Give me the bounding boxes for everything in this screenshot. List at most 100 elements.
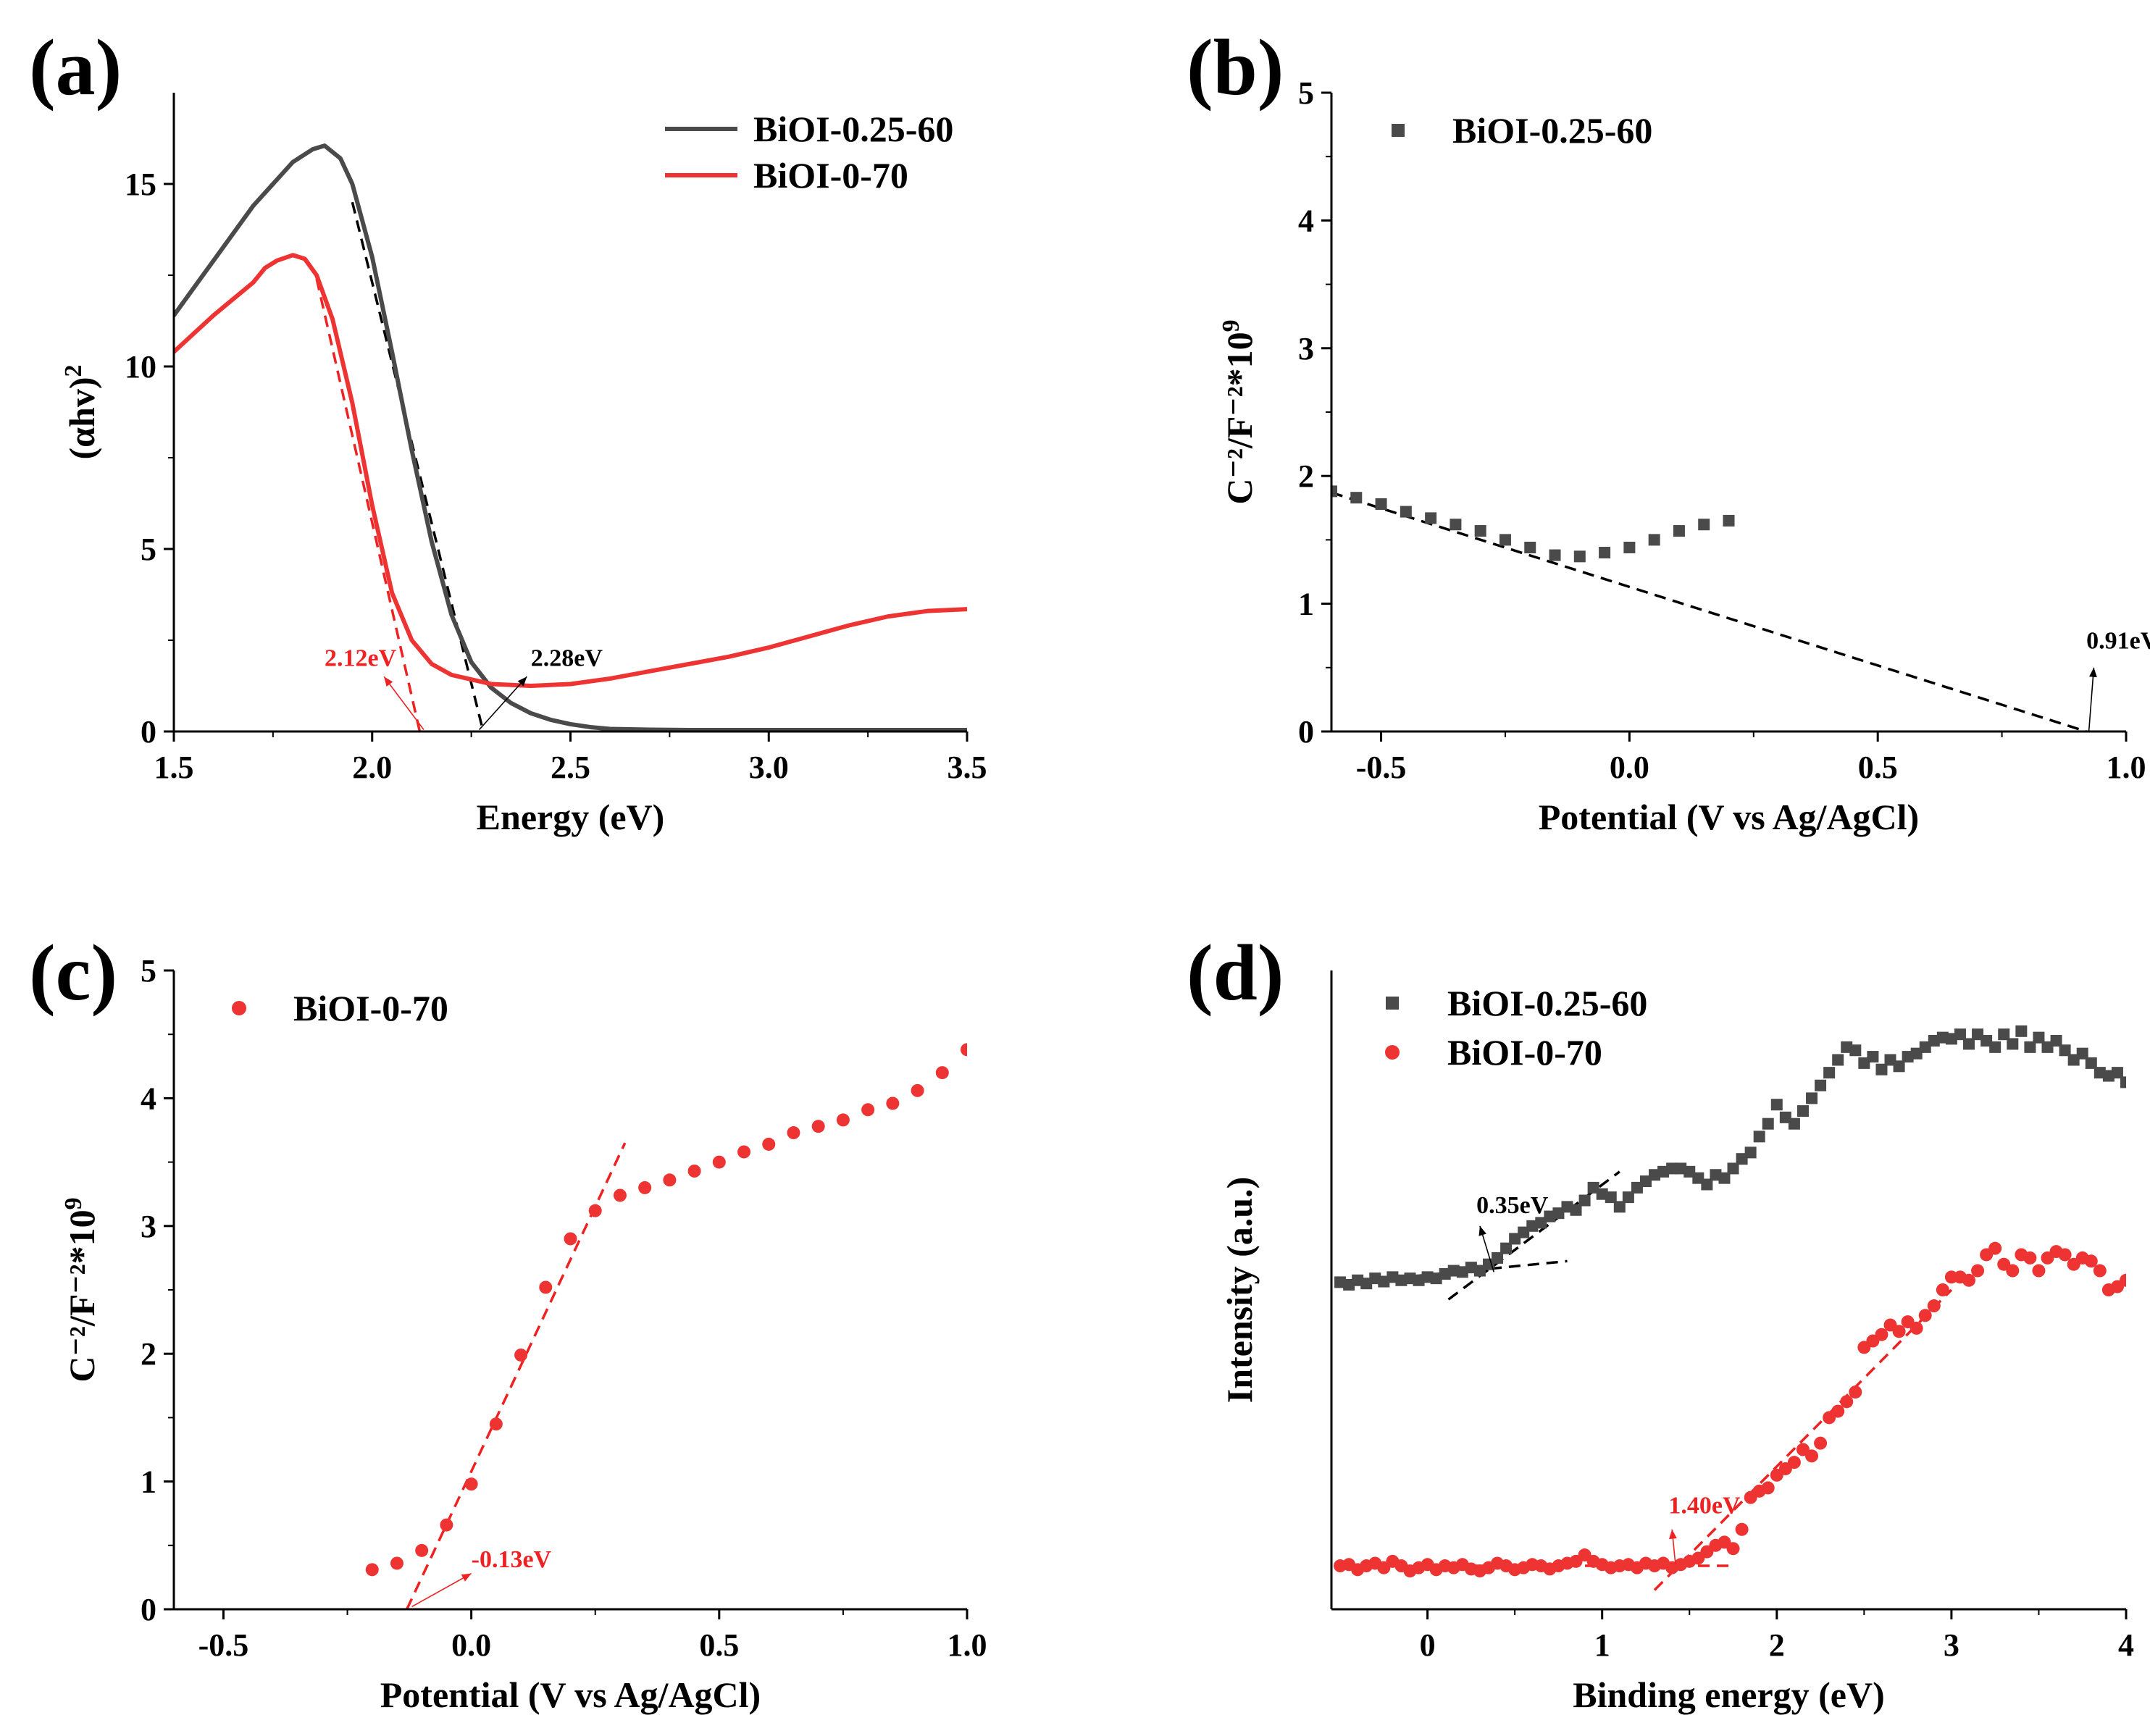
data-point [1963, 1038, 1975, 1050]
data-point [1918, 1309, 1932, 1322]
data-point [489, 1417, 503, 1431]
data-point [588, 1204, 602, 1217]
data-point [564, 1232, 577, 1246]
data-point [1815, 1079, 1827, 1091]
data-point [440, 1518, 453, 1532]
data-point [1474, 525, 1486, 537]
data-point [1331, 485, 1337, 498]
y-axis-title: C⁻²/F⁻²*109 [1218, 319, 1260, 504]
data-point [1806, 1092, 1818, 1104]
annotation-arrowhead [2088, 667, 2097, 678]
data-point [2032, 1264, 2046, 1278]
legend-swatch [1385, 1045, 1400, 1060]
data-point [1710, 1169, 1722, 1181]
data-point [1692, 1172, 1704, 1184]
y-tick-label: 10 [125, 349, 156, 385]
data-point [1622, 1191, 1634, 1204]
annotation-0: -0.13eV [411, 1546, 552, 1608]
data-point [1360, 1278, 1373, 1290]
data-point [1832, 1054, 1844, 1066]
data-point [1352, 1274, 1364, 1286]
data-point [1762, 1118, 1774, 1130]
data-point [1945, 1033, 1957, 1045]
data-point [1683, 1165, 1696, 1178]
data-point [911, 1083, 924, 1097]
data-point [1561, 1201, 1573, 1213]
data-point [1892, 1325, 1906, 1338]
x-tick-label: 2 [1769, 1627, 1785, 1663]
data-point [1375, 498, 1387, 511]
data-point [2024, 1041, 2036, 1053]
fit-line-1 [315, 278, 422, 731]
legend-swatch [1386, 997, 1399, 1010]
data-point [2111, 1067, 2123, 1079]
legend-label: BiOI-0-70 [1447, 1032, 1602, 1073]
data-point [1893, 1060, 1905, 1073]
data-point [1544, 1210, 1556, 1223]
data-point [712, 1155, 726, 1169]
data-point [1570, 1204, 1582, 1216]
data-point [1902, 1051, 1914, 1063]
annotation-1: 1.40eV [1668, 1493, 1741, 1565]
series-BiOI-0.25-60 [174, 143, 967, 731]
annotation-label: 0.91eV [2086, 627, 2150, 654]
y-axis-title-main: C⁻²/F⁻²*10 [1219, 332, 1260, 504]
data-point [1673, 525, 1685, 537]
data-point [1343, 1278, 1355, 1291]
data-point [638, 1181, 652, 1194]
x-tick-label: 0.0 [1610, 750, 1649, 785]
data-point [539, 1280, 553, 1294]
data-point [1605, 1191, 1617, 1204]
legend-label: BiOI-0-70 [293, 988, 448, 1028]
data-point [2093, 1067, 2106, 1079]
data-point [1578, 1194, 1591, 1207]
data-point [1623, 541, 1636, 553]
x-tick-label: 0 [1420, 1627, 1436, 1663]
data-point [1648, 534, 1660, 546]
y-axis-title: (αhv)2 [60, 364, 102, 459]
y-tick-label: 3 [1298, 331, 1314, 366]
x-tick-label: 2.5 [551, 750, 590, 785]
data-point [1998, 1028, 2010, 1041]
legend: BiOI-0.25-60 BiOI-0-70 [1385, 983, 1647, 1073]
panel-b: (b) 0.91eV -0.5 0.0 0.5 1.0 0 1 2 3 4 5 Potential (V… [1187, 23, 2150, 837]
data-point [1573, 550, 1586, 563]
data-point [613, 1188, 627, 1202]
data-point [1395, 1274, 1407, 1286]
plot-area [1334, 1025, 2126, 1591]
data-point [2067, 1054, 2080, 1066]
y-tick-label: 2 [141, 1336, 156, 1372]
y-tick-label: 4 [141, 1081, 156, 1116]
data-point [737, 1145, 751, 1159]
data-point [1657, 1165, 1670, 1178]
data-point [1535, 1217, 1547, 1229]
annotation-arrow [411, 1572, 472, 1608]
data-point [1788, 1118, 1800, 1130]
data-point [1718, 1172, 1731, 1184]
data-point [1787, 1456, 1801, 1469]
plot-area [1331, 485, 2087, 731]
panel-d: (d) 0.35eV 1.40eV 0 1 2 3 4 Binding energy (eV) I… [1187, 928, 2134, 1715]
data-point [1875, 1328, 1888, 1341]
annotation-arrowhead [461, 1573, 472, 1582]
y-axis-title-sup: 9 [1218, 319, 1245, 332]
data-point [1770, 1099, 1783, 1111]
data-point [390, 1556, 403, 1570]
data-point [663, 1173, 677, 1187]
series-BiOI-0-70 [365, 1043, 967, 1577]
data-point [1698, 519, 1710, 531]
annotation-arrowhead [384, 676, 393, 687]
x-axis-title: Potential (V vs Ag/AgCl) [380, 1674, 761, 1715]
data-point [1858, 1057, 1870, 1069]
data-point [1450, 519, 1462, 531]
data-point [1369, 1272, 1381, 1285]
data-point [1350, 492, 1363, 504]
x-tick-label: 3.0 [749, 750, 789, 785]
y-tick-label: 1 [141, 1464, 156, 1500]
data-point [1849, 1044, 1862, 1057]
panel-c: (c) -0.13eV -0.5 0.0 0.5 1.0 0 1 2 3 4 5 Potential (… [29, 928, 987, 1715]
y-tick-label: 0 [1298, 714, 1314, 750]
annotation-0: 0.91eV [2086, 627, 2150, 732]
data-point [2120, 1273, 2126, 1287]
data-point [1509, 1233, 1521, 1245]
